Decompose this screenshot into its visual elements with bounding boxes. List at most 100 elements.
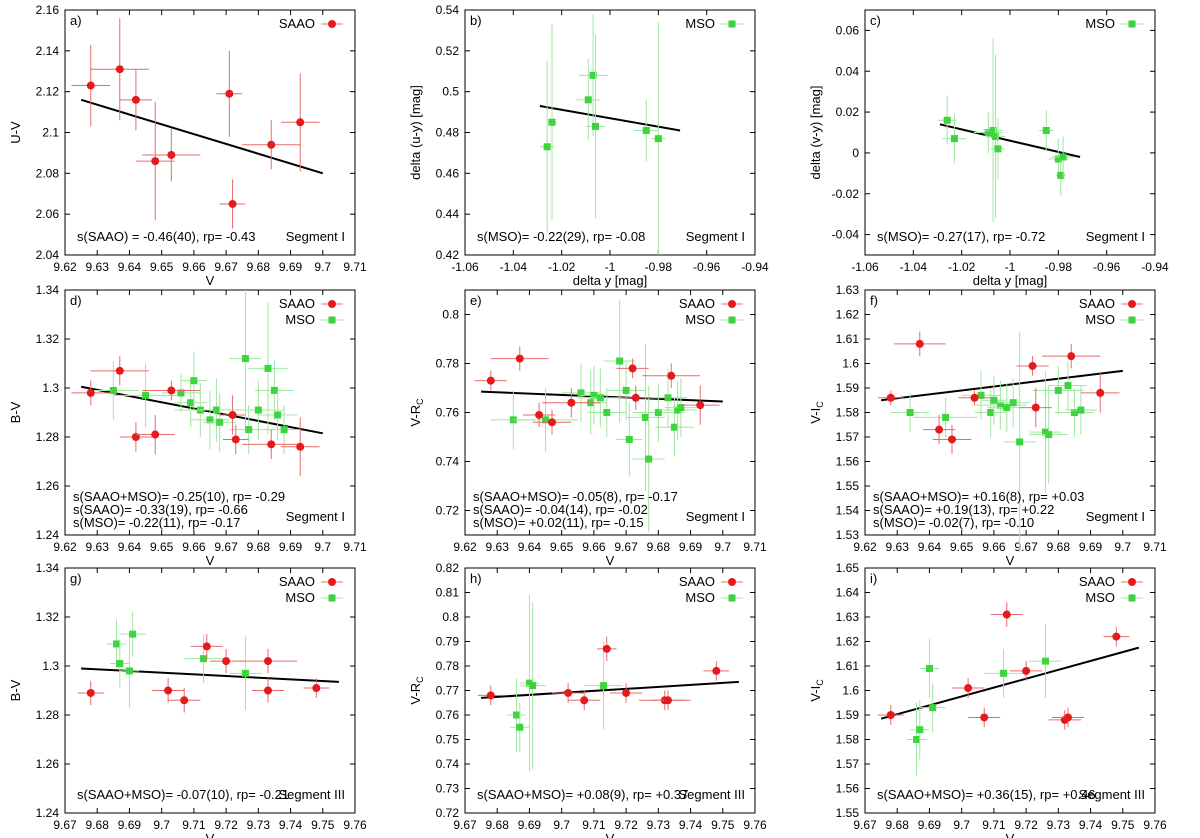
y-tick-label: 0.8	[442, 610, 459, 624]
marker-mso	[625, 435, 633, 443]
x-tick-label: 9.73	[247, 818, 271, 832]
x-tick-label: 9.65	[550, 540, 574, 554]
x-tick-label: 9.67	[214, 540, 238, 554]
marker-saao	[312, 684, 321, 693]
x-tick-label: -1.04	[500, 260, 528, 274]
series-mso	[87, 290, 301, 455]
marker-mso	[548, 118, 556, 126]
data-point	[1064, 385, 1097, 435]
marker-mso	[206, 416, 214, 424]
segment-label: Segment III	[679, 787, 745, 802]
marker-saao	[228, 410, 237, 419]
data-point	[877, 390, 904, 406]
marker-saao	[486, 376, 495, 385]
x-tick-label: 9.66	[982, 540, 1006, 554]
segment-label: Segment I	[1086, 509, 1145, 524]
x-tick-label: 9.7	[314, 260, 331, 274]
data-point	[942, 114, 967, 164]
legend-label: SAAO	[279, 16, 315, 31]
legend-entry-saao: SAAO	[679, 296, 743, 311]
legend-marker-mso	[328, 316, 336, 324]
data-point	[651, 22, 666, 255]
y-tick-label: 0.76	[436, 406, 460, 420]
marker-saao	[712, 666, 721, 675]
y-tick-label: 0.52	[436, 44, 460, 58]
marker-mso	[212, 406, 220, 414]
marker-saao	[167, 150, 176, 159]
x-tick-label: 9.69	[518, 818, 542, 832]
y-tick-label: 1.59	[836, 381, 860, 395]
data-point	[251, 678, 285, 703]
y-tick-label: 1.55	[836, 479, 860, 493]
data-point	[210, 648, 243, 674]
y-tick-label: 1.3	[42, 659, 59, 673]
stats-annotation: s(SAAO+MSO)= -0.25(10), rp= -0.29	[73, 489, 285, 504]
x-tick-label: 9.75	[1111, 818, 1135, 832]
stats-annotation: s(SAAO+MSO)= -0.07(10), rp= -0.21	[77, 787, 289, 802]
fit-line	[80, 98, 324, 175]
legend-entry-saao: SAAO	[279, 296, 343, 311]
legend-label: MSO	[685, 312, 715, 327]
y-axis-label: B-V	[8, 679, 23, 701]
data-point	[651, 690, 685, 711]
data-point	[1055, 154, 1066, 196]
panel-b: -1.06 -1.04 -1.02 -1 -0.98 -0.96 -0.94 0.42 0.44…	[408, 3, 769, 288]
data-point	[216, 50, 243, 137]
marker-saao	[86, 81, 95, 90]
data-point	[1048, 710, 1081, 730]
series-saao	[71, 356, 320, 477]
panel-a: 9.62 9.63 9.64 9.65 9.66 9.67 9.68 9.69 9.7 9.71 2…	[8, 3, 367, 288]
y-tick-label: 0.54	[436, 3, 460, 17]
legend-marker-saao	[328, 20, 336, 28]
marker-mso	[992, 133, 999, 141]
marker-mso	[142, 391, 150, 399]
marker-mso	[241, 355, 249, 363]
marker-mso	[1057, 171, 1065, 179]
legend-marker-mso	[328, 594, 336, 602]
data-point	[983, 38, 1003, 223]
y-axis-label-text: U-V	[8, 121, 23, 144]
y-tick-label: 1.54	[836, 504, 860, 518]
data-point	[513, 388, 578, 452]
stats-annotation: s(SAAO+MSO)= +0.08(9), rp= +0.37	[477, 787, 688, 802]
y-tick-label: 1.6	[842, 357, 859, 371]
data-point	[984, 648, 1023, 698]
marker-saao	[1067, 352, 1076, 361]
data-point	[71, 44, 111, 127]
panel-label: a)	[70, 13, 82, 28]
x-tick-label: 9.64	[118, 540, 142, 554]
x-tick-label: 9.71	[743, 540, 767, 554]
x-tick-label: 9.67	[614, 540, 638, 554]
marker-saao	[515, 354, 524, 363]
x-axis-label: V	[606, 553, 615, 568]
y-axis-label-subscript: C	[815, 401, 825, 408]
plot-frame	[64, 567, 356, 814]
y-tick-label: 0.75	[436, 733, 460, 747]
marker-mso	[616, 357, 624, 365]
marker-saao	[264, 657, 272, 666]
marker-saao	[602, 644, 611, 653]
x-tick-label: 9.73	[647, 818, 671, 832]
y-tick-label: 2.12	[36, 85, 60, 99]
marker-mso	[280, 426, 288, 434]
data-point	[584, 641, 623, 730]
marker-mso	[622, 386, 630, 394]
y-tick-label: 1.59	[836, 708, 860, 722]
marker-mso	[977, 391, 985, 399]
panel-f: 9.62 9.63 9.64 9.65 9.66 9.67 9.68 9.69 9.7 9.71 1…	[808, 283, 1167, 568]
x-axis-label: V	[1006, 831, 1015, 838]
marker-saao	[664, 696, 672, 705]
marker-saao	[228, 199, 237, 208]
data-point	[576, 59, 601, 141]
y-tick-label: 1.58	[836, 733, 860, 747]
legend-marker-mso	[728, 316, 736, 324]
marker-mso	[1070, 409, 1078, 416]
x-tick-label: 9.69	[918, 818, 942, 832]
y-tick-label: 1.34	[36, 283, 60, 297]
marker-saao	[564, 688, 573, 697]
x-tick-label: 9.68	[486, 818, 510, 832]
marker-mso	[654, 135, 662, 143]
marker-mso	[516, 723, 524, 731]
marker-mso	[906, 409, 914, 416]
marker-saao	[964, 684, 973, 693]
